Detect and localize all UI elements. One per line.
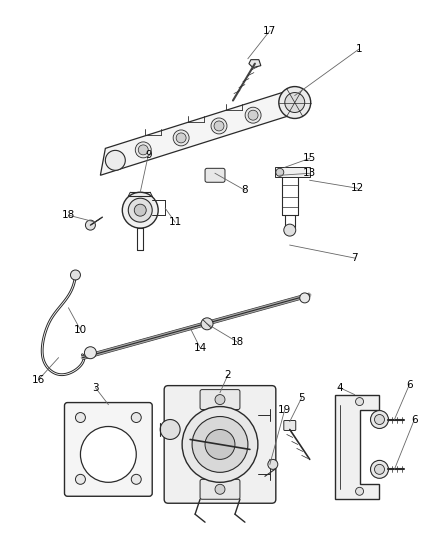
Text: 15: 15 (303, 154, 316, 163)
Text: 10: 10 (74, 325, 87, 335)
FancyBboxPatch shape (64, 402, 152, 496)
Text: 7: 7 (351, 253, 358, 263)
Circle shape (276, 168, 284, 176)
Text: 6: 6 (411, 415, 418, 424)
Circle shape (205, 430, 235, 459)
Circle shape (138, 145, 148, 155)
Circle shape (356, 398, 364, 406)
Circle shape (106, 150, 125, 171)
Circle shape (135, 142, 151, 158)
Text: 13: 13 (303, 168, 316, 179)
FancyBboxPatch shape (200, 479, 240, 499)
Circle shape (268, 459, 278, 470)
Circle shape (81, 426, 136, 482)
Circle shape (374, 464, 385, 474)
Circle shape (245, 107, 261, 123)
Text: 12: 12 (351, 183, 364, 193)
Text: 16: 16 (32, 375, 45, 385)
Text: 11: 11 (169, 217, 182, 227)
Circle shape (160, 419, 180, 439)
FancyBboxPatch shape (200, 390, 240, 409)
Circle shape (356, 487, 364, 495)
Text: 14: 14 (194, 343, 207, 353)
Circle shape (128, 198, 152, 222)
Circle shape (215, 394, 225, 405)
Circle shape (134, 204, 146, 216)
Text: 4: 4 (336, 383, 343, 393)
Text: 18: 18 (230, 337, 244, 347)
Circle shape (75, 413, 85, 423)
FancyBboxPatch shape (205, 168, 225, 182)
Circle shape (176, 133, 186, 143)
Text: 18: 18 (62, 210, 75, 220)
FancyBboxPatch shape (164, 385, 276, 503)
Circle shape (300, 293, 310, 303)
Polygon shape (335, 394, 379, 499)
Circle shape (215, 484, 225, 494)
FancyBboxPatch shape (284, 421, 296, 431)
Circle shape (192, 416, 248, 472)
Text: 2: 2 (225, 370, 231, 379)
Text: 17: 17 (263, 26, 276, 36)
Circle shape (201, 318, 213, 330)
Circle shape (211, 118, 227, 134)
Circle shape (173, 130, 189, 146)
Circle shape (71, 270, 81, 280)
Circle shape (371, 410, 389, 429)
Circle shape (285, 93, 305, 112)
Text: 3: 3 (92, 383, 99, 393)
Circle shape (279, 86, 311, 118)
Polygon shape (275, 167, 310, 177)
Text: 8: 8 (242, 185, 248, 195)
Circle shape (284, 224, 296, 236)
Circle shape (122, 192, 158, 228)
Text: 5: 5 (298, 393, 305, 402)
Circle shape (214, 121, 224, 131)
Circle shape (374, 415, 385, 424)
Text: 6: 6 (406, 379, 413, 390)
Text: 9: 9 (145, 150, 152, 160)
Circle shape (371, 461, 389, 478)
Circle shape (75, 474, 85, 484)
Polygon shape (100, 88, 295, 175)
Circle shape (131, 474, 141, 484)
Circle shape (131, 413, 141, 423)
Text: 19: 19 (278, 405, 291, 415)
Polygon shape (249, 60, 261, 68)
Circle shape (248, 110, 258, 120)
Circle shape (85, 220, 95, 230)
Circle shape (182, 407, 258, 482)
Circle shape (85, 347, 96, 359)
Text: 1: 1 (356, 44, 363, 54)
